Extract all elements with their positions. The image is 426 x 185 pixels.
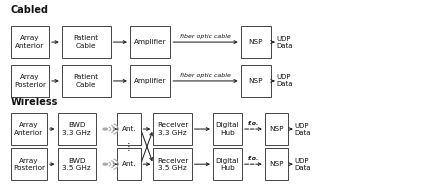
FancyBboxPatch shape	[11, 65, 49, 97]
Text: Ant.: Ant.	[121, 126, 136, 132]
Text: Array
Posterior: Array Posterior	[14, 74, 46, 88]
FancyBboxPatch shape	[58, 148, 96, 180]
Text: f.o.: f.o.	[248, 156, 259, 161]
FancyBboxPatch shape	[153, 148, 192, 180]
FancyBboxPatch shape	[265, 148, 288, 180]
FancyBboxPatch shape	[117, 148, 141, 180]
Text: Digital
Hub: Digital Hub	[216, 122, 239, 136]
Text: ⋮: ⋮	[124, 142, 134, 152]
Text: Patient
Cable: Patient Cable	[74, 36, 99, 49]
Text: Array
Anterior: Array Anterior	[15, 36, 44, 49]
Text: Wireless: Wireless	[11, 97, 58, 107]
FancyBboxPatch shape	[117, 113, 141, 145]
FancyBboxPatch shape	[11, 113, 47, 145]
Text: Amplifier: Amplifier	[134, 39, 167, 45]
Text: Patient
Cable: Patient Cable	[74, 74, 99, 88]
FancyBboxPatch shape	[213, 113, 242, 145]
Circle shape	[103, 128, 107, 130]
Text: BWD
3.3 GHz: BWD 3.3 GHz	[62, 122, 91, 136]
Text: UDP
Data: UDP Data	[276, 74, 293, 88]
FancyBboxPatch shape	[58, 113, 96, 145]
Text: Receiver
3.5 GHz: Receiver 3.5 GHz	[157, 158, 188, 171]
Text: Amplifier: Amplifier	[134, 78, 167, 84]
FancyBboxPatch shape	[241, 26, 271, 58]
Text: UDP
Data: UDP Data	[294, 122, 311, 136]
FancyBboxPatch shape	[153, 113, 192, 145]
Text: NSP: NSP	[248, 78, 263, 84]
Text: UDP
Data: UDP Data	[294, 158, 311, 171]
Text: fiber optic cable: fiber optic cable	[180, 73, 231, 78]
Text: UDP
Data: UDP Data	[276, 36, 293, 49]
Text: Ant.: Ant.	[121, 161, 136, 167]
FancyBboxPatch shape	[62, 26, 111, 58]
Text: BWD
3.5 GHz: BWD 3.5 GHz	[62, 158, 91, 171]
Text: NSP: NSP	[248, 39, 263, 45]
FancyBboxPatch shape	[213, 148, 242, 180]
Text: Receiver
3.3 GHz: Receiver 3.3 GHz	[157, 122, 188, 136]
FancyBboxPatch shape	[130, 26, 170, 58]
Circle shape	[103, 163, 107, 165]
Text: f.o.: f.o.	[248, 121, 259, 126]
FancyBboxPatch shape	[62, 65, 111, 97]
Text: NSP: NSP	[269, 126, 284, 132]
FancyBboxPatch shape	[130, 65, 170, 97]
Text: Array
Anterior: Array Anterior	[14, 122, 43, 136]
FancyBboxPatch shape	[11, 26, 49, 58]
FancyBboxPatch shape	[241, 65, 271, 97]
FancyBboxPatch shape	[265, 113, 288, 145]
Text: Array
Posterior: Array Posterior	[13, 158, 45, 171]
FancyBboxPatch shape	[11, 148, 47, 180]
Text: fiber optic cable: fiber optic cable	[180, 34, 231, 39]
Text: NSP: NSP	[269, 161, 284, 167]
Text: Cabled: Cabled	[11, 5, 49, 15]
Text: Digital
Hub: Digital Hub	[216, 158, 239, 171]
